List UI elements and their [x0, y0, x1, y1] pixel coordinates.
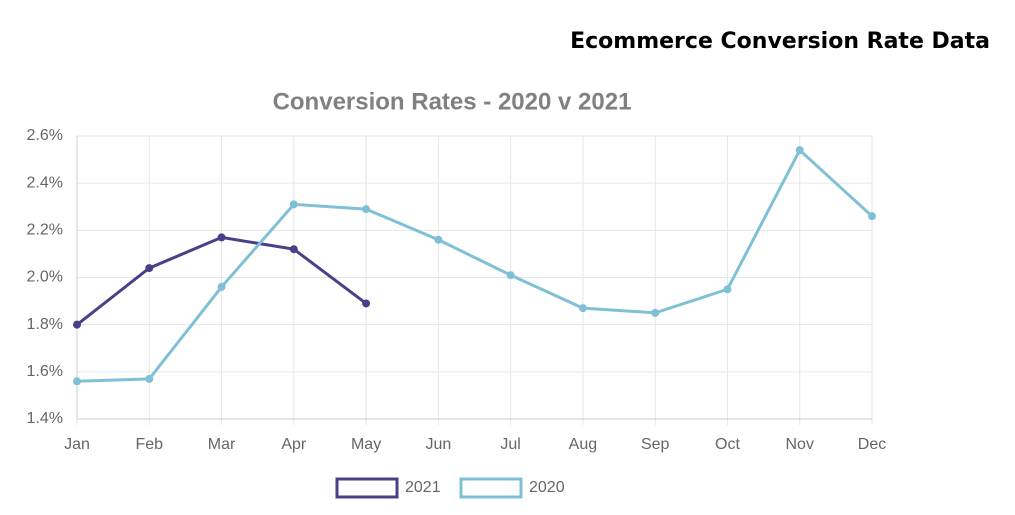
y-tick-label: 2.0% [27, 269, 63, 286]
y-tick-label: 2.4% [27, 174, 63, 191]
x-tick-label: Oct [715, 436, 740, 453]
data-point [289, 245, 298, 254]
data-point [145, 264, 154, 273]
x-tick-label: Aug [569, 436, 597, 453]
data-point [651, 308, 660, 317]
y-tick-label: 1.4% [27, 410, 63, 427]
data-point [578, 304, 587, 313]
x-tick-label: Jan [64, 436, 90, 453]
x-tick-label: Sep [641, 436, 670, 453]
chart-title: Conversion Rates - 2020 v 2021 [273, 88, 632, 115]
data-point [434, 235, 443, 244]
x-tick-label: Jun [425, 436, 451, 453]
y-tick-label: 1.6% [27, 363, 63, 380]
y-tick-label: 2.2% [27, 222, 63, 239]
data-point [506, 271, 515, 280]
series-line [76, 147, 874, 383]
data-point [362, 299, 371, 308]
data-point [217, 282, 226, 291]
x-tick-label: Apr [281, 436, 307, 453]
data-point [289, 200, 298, 209]
data-point [362, 205, 371, 214]
x-tick-label: May [351, 436, 381, 453]
data-point [723, 285, 732, 294]
page-title: Ecommerce Conversion Rate Data [570, 29, 990, 54]
legend-label: 2020 [529, 479, 565, 496]
x-tick-label: Jul [500, 436, 520, 453]
y-tick-label: 1.8% [27, 316, 63, 333]
data-point [868, 212, 876, 221]
legend-label: 2021 [405, 479, 441, 496]
y-tick-label: 2.6% [27, 127, 63, 144]
x-tick-label: Dec [858, 436, 886, 453]
data-point [73, 377, 81, 386]
data-point [145, 374, 154, 383]
legend-swatch [335, 477, 399, 499]
x-tick-label: Nov [786, 436, 814, 453]
data-point [217, 233, 226, 242]
x-tick-label: Mar [208, 436, 236, 453]
x-tick-label: Feb [135, 436, 163, 453]
data-point [73, 320, 81, 329]
legend-swatch [459, 477, 523, 499]
data-point [795, 146, 804, 155]
